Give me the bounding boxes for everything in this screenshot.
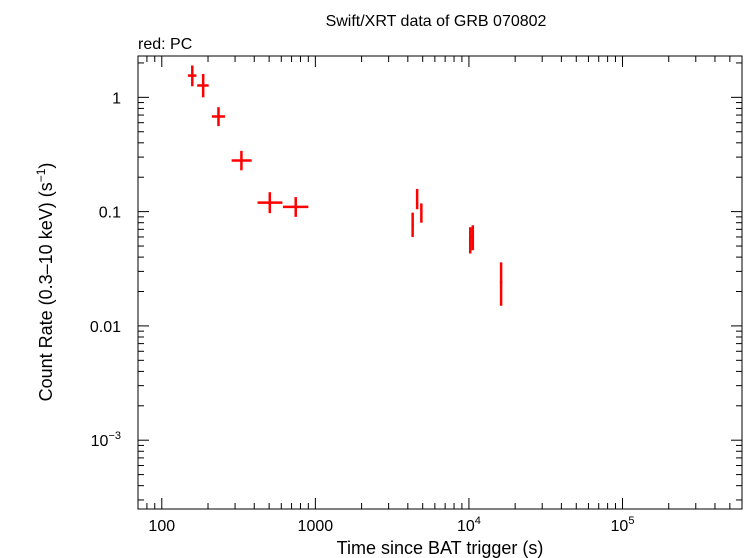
data-point bbox=[420, 203, 423, 223]
y-axis-label-sup: −1 bbox=[34, 168, 48, 182]
y-tick-label: 10−3 bbox=[91, 430, 121, 450]
data-point bbox=[415, 188, 419, 210]
data-point bbox=[257, 192, 283, 214]
axis-tick-labels: 100 1000 104 105 1 0.1 0.01 10−3 bbox=[90, 90, 635, 535]
data-point bbox=[187, 65, 197, 87]
x-axis-label: Time since BAT trigger (s) bbox=[337, 538, 544, 558]
axis-ticks bbox=[137, 56, 743, 509]
data-point bbox=[282, 197, 309, 217]
y-axis-label-main: Count Rate (0.3–10 keV) (s bbox=[36, 182, 56, 401]
data-point bbox=[471, 225, 475, 251]
y-tick-label: 0.01 bbox=[90, 319, 121, 336]
y-axis-label: Count Rate (0.3–10 keV) (s−1) bbox=[34, 163, 56, 402]
data-point bbox=[211, 107, 226, 127]
data-points bbox=[187, 65, 503, 306]
y-tick-label: 1 bbox=[112, 90, 121, 107]
data-point bbox=[468, 227, 472, 254]
x-tick-label: 1000 bbox=[298, 518, 334, 535]
data-point bbox=[231, 150, 252, 171]
x-tick-label: 100 bbox=[148, 518, 175, 535]
x-tick-label: 104 bbox=[457, 515, 481, 535]
y-axis-label-close: ) bbox=[36, 163, 56, 169]
y-tick-label: 0.1 bbox=[99, 205, 121, 222]
x-tick-label: 105 bbox=[611, 515, 635, 535]
chart-subtitle: red: PC bbox=[138, 36, 192, 53]
data-point bbox=[499, 262, 503, 306]
data-point bbox=[197, 74, 209, 98]
plot-frame bbox=[137, 55, 743, 510]
data-point bbox=[411, 212, 414, 237]
chart-title: Swift/XRT data of GRB 070802 bbox=[326, 13, 547, 30]
